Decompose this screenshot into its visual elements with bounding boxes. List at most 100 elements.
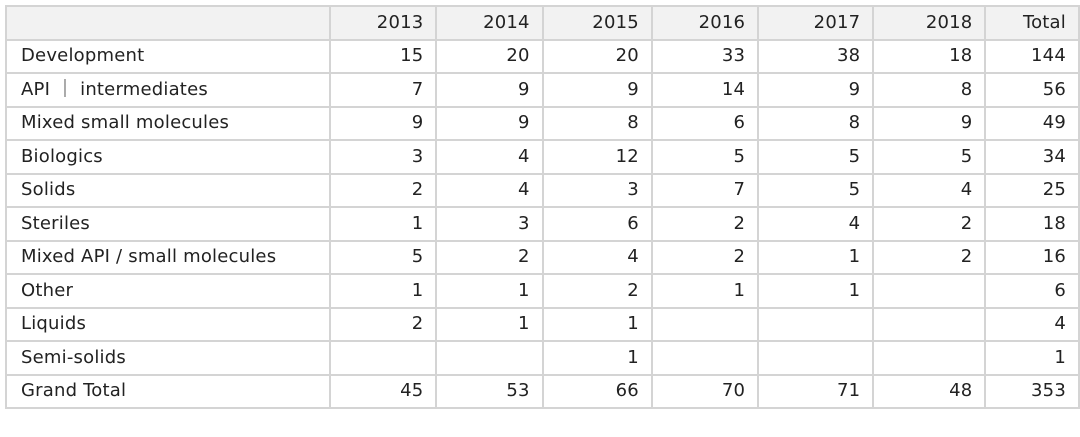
value-cell: 71 (757, 373, 875, 409)
value-cell: 20 (435, 38, 544, 74)
row-label: Semi-solids (4, 340, 332, 376)
total-cell: 18 (984, 206, 1080, 242)
table-body: Development 15 20 20 33 38 18 144 API ｜ intermed… (4, 38, 1080, 409)
value-cell: 1 (435, 273, 544, 309)
value-cell: 20 (541, 38, 653, 74)
value-cell: 8 (757, 105, 875, 141)
total-cell: 6 (984, 273, 1080, 309)
value-cell: 6 (541, 206, 653, 242)
row-label: Mixed small molecules (4, 105, 332, 141)
value-cell (435, 340, 544, 376)
value-cell: 2 (541, 273, 653, 309)
row-label: Other (4, 273, 332, 309)
data-table: 2013 2014 2015 2016 2017 2018 Total Deve… (4, 5, 1080, 409)
value-cell: 1 (650, 273, 760, 309)
value-cell: 48 (872, 373, 987, 409)
column-header: 2016 (650, 5, 760, 41)
column-header: 2014 (435, 5, 544, 41)
header-corner-cell (4, 5, 332, 41)
value-cell: 7 (650, 172, 760, 208)
value-cell: 18 (872, 38, 987, 74)
value-cell: 9 (872, 105, 987, 141)
value-cell: 9 (757, 72, 875, 108)
value-cell: 1 (435, 306, 544, 342)
total-cell: 34 (984, 139, 1080, 175)
value-cell: 5 (329, 239, 438, 275)
row-label: API ｜ intermediates (4, 72, 332, 108)
value-cell: 4 (435, 172, 544, 208)
row-label: Solids (4, 172, 332, 208)
value-cell: 8 (541, 105, 653, 141)
value-cell: 1 (757, 273, 875, 309)
table-row: Steriles 1 3 6 2 4 2 18 (4, 206, 1080, 242)
column-header-total: Total (984, 5, 1080, 41)
table-row: API ｜ intermediates 7 9 9 14 9 8 56 (4, 72, 1080, 108)
value-cell: 1 (757, 239, 875, 275)
value-cell: 2 (329, 172, 438, 208)
column-header: 2015 (541, 5, 653, 41)
value-cell: 4 (435, 139, 544, 175)
value-cell: 3 (435, 206, 544, 242)
row-label: Biologics (4, 139, 332, 175)
value-cell: 3 (541, 172, 653, 208)
value-cell: 33 (650, 38, 760, 74)
total-cell: 144 (984, 38, 1080, 74)
value-cell: 5 (650, 139, 760, 175)
value-cell: 1 (541, 340, 653, 376)
column-header: 2013 (329, 5, 438, 41)
header-row: 2013 2014 2015 2016 2017 2018 Total (4, 5, 1080, 41)
value-cell: 53 (435, 373, 544, 409)
value-cell (650, 306, 760, 342)
value-cell (872, 306, 987, 342)
value-cell: 45 (329, 373, 438, 409)
value-cell (329, 340, 438, 376)
table-row: Other 1 1 2 1 1 6 (4, 273, 1080, 309)
value-cell: 2 (872, 206, 987, 242)
value-cell (872, 273, 987, 309)
row-label: Development (4, 38, 332, 74)
total-cell: 353 (984, 373, 1080, 409)
value-cell: 2 (435, 239, 544, 275)
value-cell: 70 (650, 373, 760, 409)
total-cell: 49 (984, 105, 1080, 141)
total-cell: 16 (984, 239, 1080, 275)
value-cell: 3 (329, 139, 438, 175)
total-cell: 56 (984, 72, 1080, 108)
value-cell: 15 (329, 38, 438, 74)
grand-total-row: Grand Total 45 53 66 70 71 48 353 (4, 373, 1080, 409)
value-cell (650, 340, 760, 376)
value-cell: 5 (757, 172, 875, 208)
column-header: 2017 (757, 5, 875, 41)
value-cell (757, 340, 875, 376)
table-row: Biologics 3 4 12 5 5 5 34 (4, 139, 1080, 175)
table-row: Solids 2 4 3 7 5 4 25 (4, 172, 1080, 208)
value-cell: 12 (541, 139, 653, 175)
value-cell (872, 340, 987, 376)
row-label: Mixed API / small molecules (4, 239, 332, 275)
value-cell: 5 (872, 139, 987, 175)
row-label: Grand Total (4, 373, 332, 409)
value-cell: 6 (650, 105, 760, 141)
value-cell (757, 306, 875, 342)
value-cell: 66 (541, 373, 653, 409)
value-cell: 4 (541, 239, 653, 275)
value-cell: 5 (757, 139, 875, 175)
value-cell: 2 (329, 306, 438, 342)
value-cell: 4 (757, 206, 875, 242)
value-cell: 14 (650, 72, 760, 108)
data-table-container: 2013 2014 2015 2016 2017 2018 Total Deve… (4, 5, 1080, 409)
table-row: Development 15 20 20 33 38 18 144 (4, 38, 1080, 74)
value-cell: 1 (329, 273, 438, 309)
value-cell: 2 (650, 206, 760, 242)
value-cell: 2 (650, 239, 760, 275)
value-cell: 1 (329, 206, 438, 242)
row-label: Liquids (4, 306, 332, 342)
total-cell: 1 (984, 340, 1080, 376)
table-row: Semi-solids 1 1 (4, 340, 1080, 376)
value-cell: 1 (541, 306, 653, 342)
table-row: Mixed API / small molecules 5 2 4 2 1 2 16 (4, 239, 1080, 275)
value-cell: 9 (541, 72, 653, 108)
row-label: Steriles (4, 206, 332, 242)
total-cell: 25 (984, 172, 1080, 208)
value-cell: 2 (872, 239, 987, 275)
